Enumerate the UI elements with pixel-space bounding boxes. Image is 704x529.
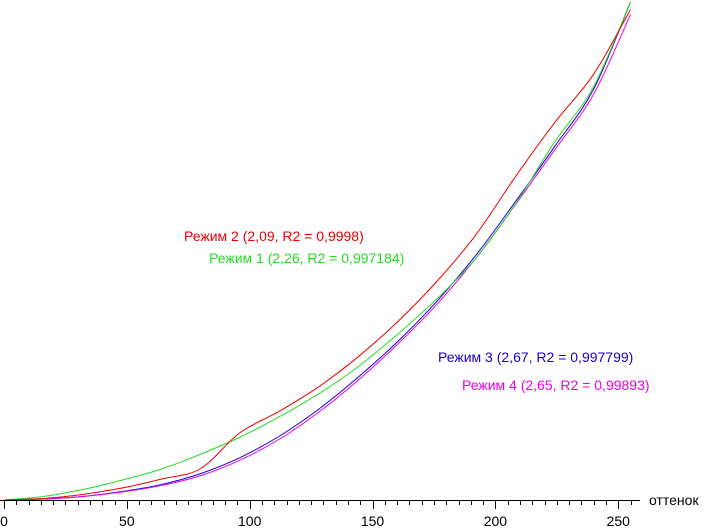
x-axis-label: оттенок bbox=[649, 492, 699, 508]
x-tick-label: 100 bbox=[238, 513, 262, 529]
x-tick-label: 250 bbox=[607, 513, 631, 529]
series-line-4 bbox=[3, 14, 631, 501]
x-axis-ticks bbox=[4, 500, 632, 509]
x-tick-label: 50 bbox=[119, 513, 135, 529]
x-tick-label: 0 bbox=[0, 513, 8, 529]
x-tick-label: 150 bbox=[361, 513, 385, 529]
series-label-4: Режим 4 (2,65, R2 = 0,99893) bbox=[462, 377, 650, 393]
series-line-2 bbox=[3, 1, 631, 501]
series-label-2: Режим 1 (2,26, R2 = 0,997184) bbox=[209, 250, 404, 266]
x-tick-label: 200 bbox=[484, 513, 508, 529]
series-line-1 bbox=[3, 9, 631, 501]
series-label-1: Режим 2 (2,09, R2 = 0,9998) bbox=[184, 228, 364, 244]
series-labels: Режим 2 (2,09, R2 = 0,9998) Режим 1 (2,26… bbox=[184, 228, 650, 393]
series-label-3: Режим 3 (2,67, R2 = 0,997799) bbox=[438, 349, 633, 365]
series-layer bbox=[3, 1, 631, 501]
x-axis-tick-labels: 0 50 100 150 200 250 bbox=[0, 513, 630, 529]
